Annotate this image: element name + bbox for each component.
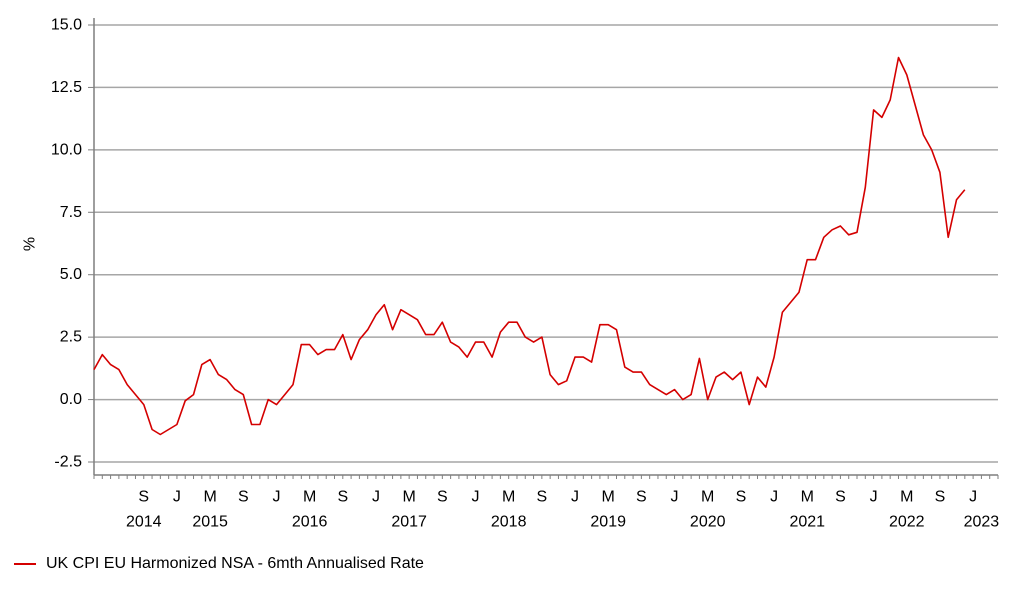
gridlines (94, 24, 998, 463)
axes (88, 18, 999, 479)
x-year-label: 2017 (391, 514, 427, 531)
x-year-label: 2018 (491, 514, 527, 531)
legend-swatch (14, 563, 36, 565)
x-tick-label: M (303, 489, 316, 506)
y-tick-label: 2.5 (60, 329, 82, 346)
x-year-label: 2016 (292, 514, 328, 531)
x-tick-label: S (238, 489, 249, 506)
x-tick-label: J (571, 489, 579, 506)
x-year-label: 2023 (964, 514, 1000, 531)
y-tick-label: 10.0 (51, 141, 82, 158)
x-year-label: 2020 (690, 514, 726, 531)
y-tick-label: 12.5 (51, 79, 82, 96)
x-year-label: 2019 (590, 514, 626, 531)
series-lines (93, 56, 966, 436)
y-tick-label: 15.0 (51, 17, 82, 34)
x-tick-label: J (372, 489, 380, 506)
x-tick-label: S (736, 489, 747, 506)
y-tick-label: 5.0 (60, 266, 82, 283)
x-tick-label: M (203, 489, 216, 506)
x-tick-label: J (173, 489, 181, 506)
x-tick-label: S (935, 489, 946, 506)
x-tick-label: S (138, 489, 149, 506)
x-tick-label: J (671, 489, 679, 506)
x-tick-labels: S J M S J M S J M S J M S J M S J M S J M S J M S J 2014 2015 2016 20… (126, 489, 999, 531)
x-tick-label: M (602, 489, 615, 506)
x-year-label: 2021 (789, 514, 825, 531)
x-tick-label: J (770, 489, 778, 506)
legend: UK CPI EU Harmonized NSA - 6mth Annualis… (14, 552, 424, 576)
x-tick-label: M (701, 489, 714, 506)
legend-label: UK CPI EU Harmonized NSA - 6mth Annualis… (46, 555, 424, 572)
x-tick-label: S (636, 489, 647, 506)
x-tick-label: S (835, 489, 846, 506)
x-tick-label: J (969, 489, 977, 506)
x-tick-label: J (472, 489, 480, 506)
x-tick-label: M (502, 489, 515, 506)
y-tick-label: 0.0 (60, 391, 82, 408)
y-tick-label: 7.5 (60, 204, 82, 221)
x-tick-label: S (437, 489, 448, 506)
x-tick-label: S (337, 489, 348, 506)
x-tick-label: J (870, 489, 878, 506)
x-year-label: 2022 (889, 514, 925, 531)
x-tick-label: M (402, 489, 415, 506)
x-tick-label: M (801, 489, 814, 506)
y-tick-label: -2.5 (54, 454, 82, 471)
x-tick-label: M (900, 489, 913, 506)
y-tick-labels: -2.5 0.0 2.5 5.0 7.5 10.0 12.5 15.0 (51, 17, 82, 471)
x-tick-label: J (272, 489, 280, 506)
y-axis-label: % (22, 237, 39, 251)
x-year-label: 2015 (192, 514, 228, 531)
x-tick-label: S (537, 489, 548, 506)
series-line (93, 56, 966, 436)
x-year-label: 2014 (126, 514, 162, 531)
